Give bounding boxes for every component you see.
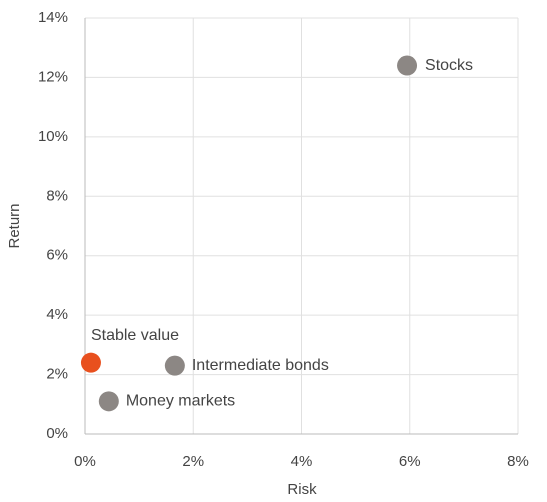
- point-label: Intermediate bonds: [192, 357, 329, 374]
- point-label: Stocks: [425, 57, 473, 74]
- point-label: Money markets: [126, 393, 235, 410]
- y-axis-title: Return: [6, 203, 23, 248]
- point: [80, 352, 101, 373]
- x-tick-label: 0%: [74, 453, 96, 470]
- x-axis-title: Risk: [287, 481, 317, 498]
- y-tick-label: 12%: [38, 68, 68, 85]
- point: [98, 391, 119, 412]
- x-tick-label: 4%: [291, 453, 313, 470]
- x-tick-label: 6%: [399, 453, 421, 470]
- x-tick-label: 8%: [507, 453, 529, 470]
- x-tick-label: 2%: [182, 453, 204, 470]
- point: [164, 355, 185, 376]
- y-tick-label: 2%: [46, 366, 68, 383]
- y-tick-label: 10%: [38, 128, 68, 145]
- point: [397, 55, 418, 76]
- y-tick-label: 4%: [46, 306, 68, 323]
- y-tick-label: 6%: [46, 247, 68, 264]
- point-label: Stable value: [91, 327, 179, 344]
- y-tick-label: 0%: [46, 425, 68, 442]
- y-tick-label: 14%: [38, 9, 68, 26]
- y-tick-label: 8%: [46, 187, 68, 204]
